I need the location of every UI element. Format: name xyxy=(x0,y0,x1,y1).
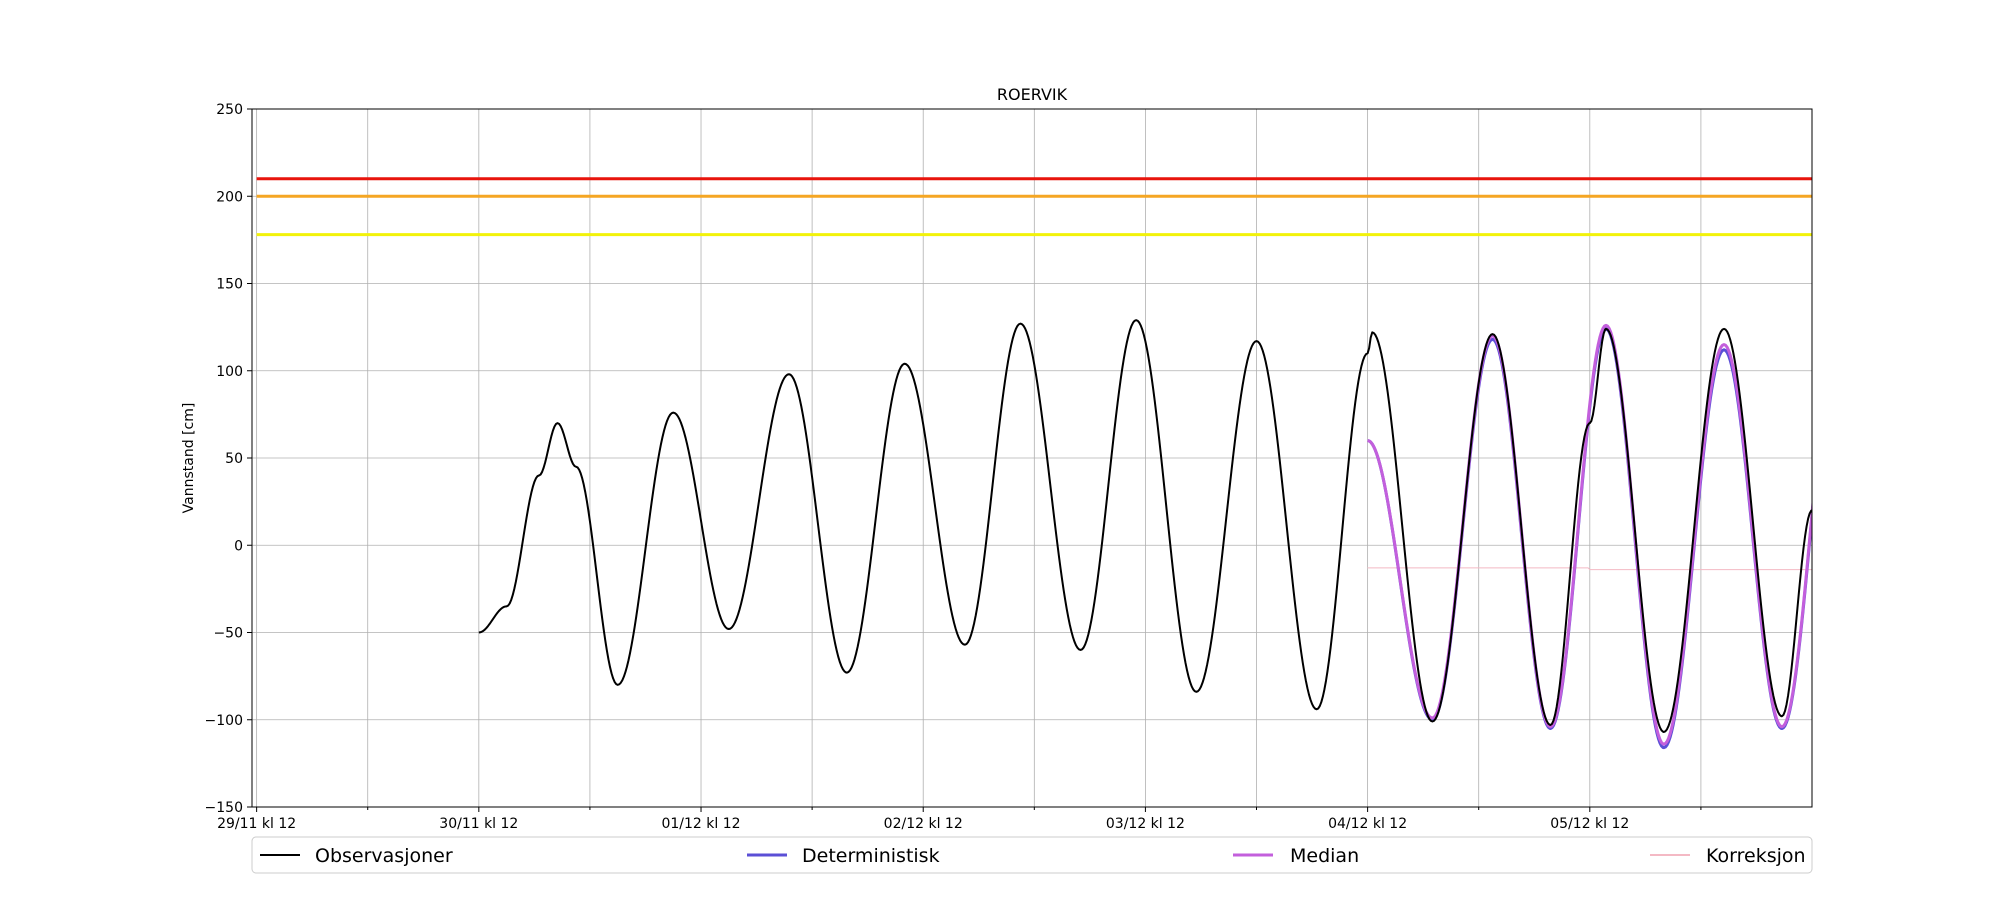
x-ticks: 29/11 kl 12 30/11 kl 12 01/12 kl 12 02/12 k… xyxy=(217,807,1702,832)
series-line-observasjoner xyxy=(478,319,1812,733)
x-tick-label: 05/12 kl 12 xyxy=(1550,816,1629,832)
threshold-lines xyxy=(256,177,1812,237)
y-tick-label: −50 xyxy=(213,626,243,642)
y-tick-label: 250 xyxy=(216,102,243,118)
series-line-korreksjon xyxy=(1367,567,1812,571)
y-axis-label: Vannstand [cm] xyxy=(181,403,197,514)
x-tick-label: 30/11 kl 12 xyxy=(439,816,518,832)
y-tick-label: 200 xyxy=(216,189,243,205)
y-ticks: −150 −100 −50 0 50 100 150 200 250 xyxy=(205,102,252,816)
legend-box xyxy=(251,836,1813,874)
x-tick-label: 03/12 kl 12 xyxy=(1106,816,1185,832)
legend-label: Korreksjon xyxy=(1706,845,1806,867)
legend-label: Observasjoner xyxy=(315,845,453,867)
legend-label: Median xyxy=(1290,845,1359,867)
x-tick-label: 02/12 kl 12 xyxy=(884,816,963,832)
y-tick-label: 100 xyxy=(216,364,243,380)
y-tick-label: −150 xyxy=(205,800,243,816)
series-lines xyxy=(478,319,1812,750)
x-tick-label: 01/12 kl 12 xyxy=(661,816,740,832)
grid xyxy=(252,108,1812,808)
chart-title: ROERVIK xyxy=(997,85,1068,104)
y-tick-label: 0 xyxy=(234,538,243,554)
legend-label: Deterministisk xyxy=(802,845,940,867)
legend: Observasjoner Deterministisk Median Korreks… xyxy=(251,836,1813,874)
x-tick-label: 04/12 kl 12 xyxy=(1328,816,1407,832)
x-tick-label: 29/11 kl 12 xyxy=(217,816,296,832)
y-tick-label: 150 xyxy=(216,277,243,293)
series-line-median xyxy=(1367,323,1812,746)
y-tick-label: 50 xyxy=(225,451,243,467)
y-tick-label: −100 xyxy=(205,713,243,729)
